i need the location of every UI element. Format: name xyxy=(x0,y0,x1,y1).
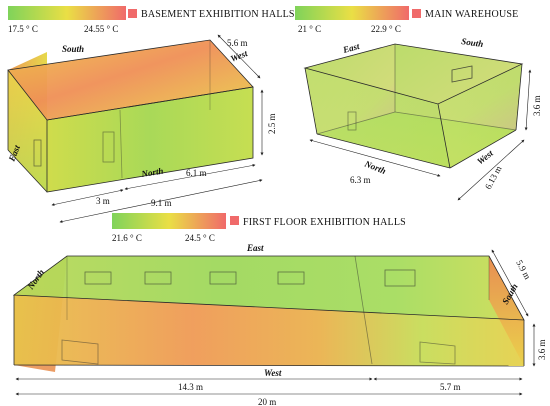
basement-depth-label: 5.6 m xyxy=(227,38,248,48)
first-floor-title: FIRST FLOOR EXHIBITION HALLS xyxy=(243,217,406,228)
first-floor-title-swatch xyxy=(230,216,239,225)
warehouse-south-label: South xyxy=(461,36,484,49)
first-floor-west-label: West xyxy=(264,368,282,378)
basement-scale-max: 24.55 ° C xyxy=(84,24,118,34)
first-floor-legend-bar xyxy=(112,213,226,229)
first-floor-scale-max: 24.5 ° C xyxy=(185,233,215,243)
basement-title-swatch xyxy=(128,9,137,18)
basement-height-label: 2.5 m xyxy=(267,113,277,134)
first-floor-depth-label: 5.9 m xyxy=(514,258,532,281)
basement-scale-min: 17.5 ° C xyxy=(8,24,38,34)
warehouse-title-swatch xyxy=(412,9,421,18)
first-floor-part-right-label: 5.7 m xyxy=(440,382,461,392)
warehouse-dimension-lines xyxy=(309,69,532,201)
first-floor-east-label: East xyxy=(246,243,264,253)
basement-title: BASEMENT EXHIBITION HALLS xyxy=(141,9,295,20)
basement-section: BASEMENT EXHIBITION HALLS 17.5 ° C 24.55… xyxy=(6,6,295,223)
warehouse-width-label: 6.13 m xyxy=(483,164,504,191)
first-floor-part-left-label: 14.3 m xyxy=(178,382,203,392)
basement-side-face xyxy=(8,70,47,192)
first-floor-scale-min: 21.6 ° C xyxy=(112,233,142,243)
warehouse-height-label: 3.6 m xyxy=(532,95,542,116)
basement-edges xyxy=(7,39,254,193)
basement-legend-bar xyxy=(8,6,126,20)
first-floor-total-label: 20 m xyxy=(258,397,276,406)
warehouse-east-label: East xyxy=(341,41,361,55)
basement-top-face xyxy=(8,40,253,120)
basement-part-label: 3 m xyxy=(96,196,110,206)
first-floor-section: FIRST FLOOR EXHIBITION HALLS 21.6 ° C 24… xyxy=(12,213,547,406)
warehouse-length-label: 6.3 m xyxy=(350,175,371,185)
first-floor-height-label: 3.6 m xyxy=(537,339,547,360)
warehouse-north-label: North xyxy=(362,158,387,176)
warehouse-legend-bar xyxy=(295,6,409,20)
warehouse-scale-max: 22.9 ° C xyxy=(371,24,401,34)
warehouse-scale-min: 21 ° C xyxy=(298,24,321,34)
first-floor-front-face xyxy=(14,295,524,366)
basement-south-label: South xyxy=(62,44,84,54)
basement-total-label: 9.1 m xyxy=(151,198,172,208)
first-floor-top-face xyxy=(14,256,524,320)
basement-length-right-label: 6.1 m xyxy=(186,168,207,178)
first-floor-dimension-lines xyxy=(15,249,536,396)
warehouse-section: MAIN WAREHOUSE 21 ° C 22.9 ° C East Sout… xyxy=(295,6,542,201)
first-floor-edges xyxy=(12,255,525,367)
basement-dimension-lines xyxy=(51,34,264,223)
basement-west-label: West xyxy=(229,48,249,64)
warehouse-title: MAIN WAREHOUSE xyxy=(425,9,518,20)
